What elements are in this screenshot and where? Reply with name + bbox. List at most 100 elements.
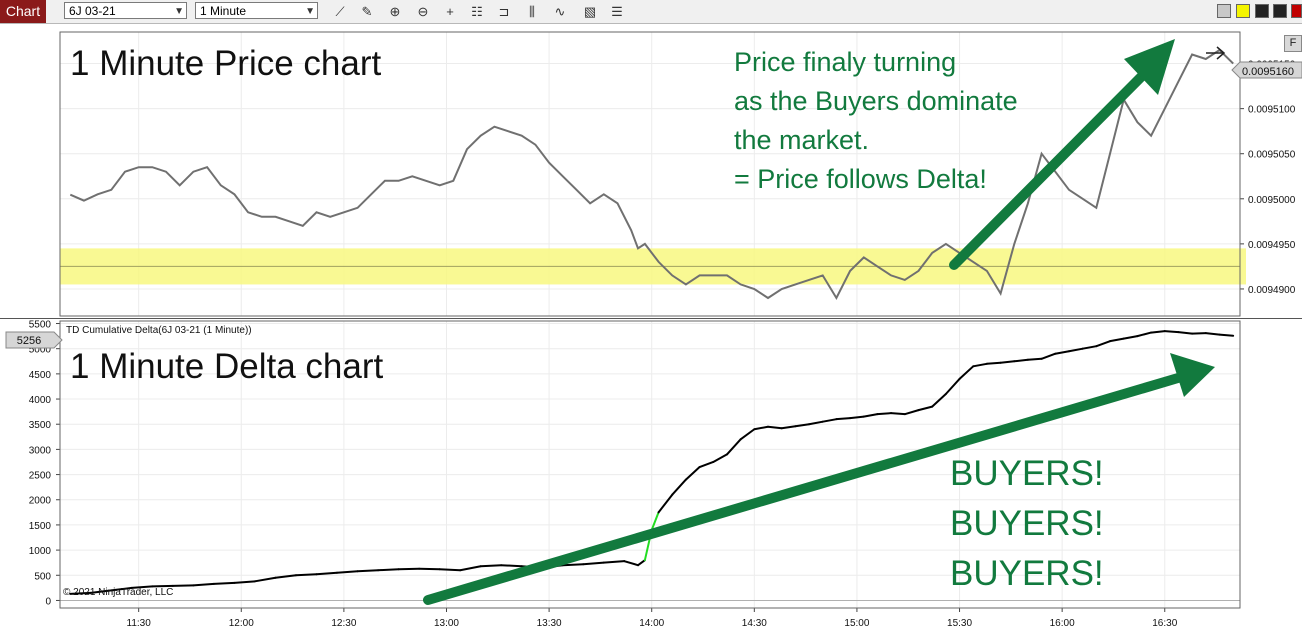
data-box-icon[interactable]: ⊐: [498, 4, 510, 19]
buyers-annotation: BUYERS! BUYERS! BUYERS!: [950, 454, 1104, 593]
time-tick-label: 15:00: [844, 618, 869, 629]
delta-segment: [753, 425, 769, 431]
price-annotation-line: Price finaly turning: [734, 47, 956, 77]
delta-segment: [397, 567, 421, 571]
strategies-icon[interactable]: ▧: [583, 4, 597, 19]
price-arrow: [949, 39, 1175, 270]
delta-segment: [192, 582, 215, 587]
delta-segment: [780, 425, 797, 430]
last-price-marker: 0.0095160: [1231, 61, 1302, 79]
close-icon[interactable]: [1291, 4, 1302, 18]
time-tick-label: 16:00: [1050, 618, 1075, 629]
chevron-down-icon: ▼: [305, 6, 315, 17]
delta-tick-label: 1000: [29, 546, 52, 557]
delta-segment: [917, 405, 934, 412]
delta-segment: [808, 420, 824, 426]
line-tool-icon[interactable]: ⟋: [335, 4, 345, 19]
delta-segment: [657, 493, 674, 514]
time-tick-label: 12:30: [331, 618, 356, 629]
yellow-color-icon[interactable]: [1236, 4, 1250, 18]
delta-segment: [418, 567, 441, 571]
delta-chart-heading: 1 Minute Delta chart: [70, 347, 383, 386]
delta-segment: [1177, 331, 1194, 335]
delta-segment: [356, 569, 380, 573]
delta-segment: [459, 565, 482, 572]
delta-segment: [1163, 330, 1180, 334]
time-axis: 11:30 12:00 12:30 13:00 13:30 14:00 14:30 15:00…: [127, 608, 1178, 629]
time-tick-label: 14:30: [742, 618, 767, 629]
toolbar: Chart 6J 03-21 ▼ 1 Minute ▼ ⟋ ✎ ⊕ ⊖ + ☷ ⊐ …: [0, 0, 1302, 24]
delta-segment: [725, 438, 742, 456]
chevron-down-icon: ▼: [174, 6, 184, 17]
delta-segment: [1191, 332, 1207, 335]
delta-segment: [637, 559, 646, 567]
interval-select[interactable]: 1 Minute ▼: [195, 2, 318, 19]
delta-tick-label: 2000: [29, 496, 52, 507]
delta-tick-label: 5000: [29, 345, 52, 356]
delta-segment: [336, 570, 359, 574]
delta-segment: [739, 428, 756, 441]
delta-segment: [274, 574, 297, 579]
delta-segment: [972, 362, 988, 368]
delta-tick-label: 3500: [29, 420, 52, 431]
price-panel-frame: [59, 31, 1241, 317]
delta-segment: [561, 563, 585, 567]
price-tick-label: 0.0095050: [1248, 150, 1296, 161]
instrument-select[interactable]: 6J 03-21 ▼: [64, 2, 187, 19]
delta-segment: [1067, 347, 1084, 353]
delta-segment: [684, 466, 701, 481]
delta-segment: [1026, 357, 1043, 361]
delta-segment: [130, 585, 154, 589]
properties-icon[interactable]: ☷: [471, 4, 483, 19]
copyright: © 2021 NinjaTrader, LLC: [63, 587, 173, 598]
buyers-annotation-line: BUYERS!: [950, 504, 1104, 543]
gray-color-icon[interactable]: [1217, 4, 1231, 18]
delta-segment: [1218, 333, 1235, 337]
scroll-arrow-icon[interactable]: [1206, 46, 1226, 60]
crosshair-icon[interactable]: +: [446, 4, 454, 19]
price-annotation-line: the market.: [734, 125, 869, 155]
delta-segment: [479, 564, 503, 568]
zoom-in-icon[interactable]: ⊕: [389, 4, 401, 19]
delta-segment: [377, 568, 400, 572]
indicators-icon[interactable]: ∿: [554, 4, 566, 19]
delta-segment: [151, 584, 174, 588]
price-tick-label: 0.0094950: [1248, 240, 1296, 251]
time-tick-label: 14:00: [639, 618, 664, 629]
zoom-out-icon[interactable]: ⊖: [417, 4, 429, 19]
bar-type-icon[interactable]: ⫼: [529, 4, 535, 19]
delta-segment: [69, 591, 92, 595]
price-chart-heading: 1 Minute Price chart: [70, 44, 382, 83]
list-icon[interactable]: ☰: [611, 4, 623, 19]
delta-tick-label: 2500: [29, 471, 52, 482]
price-annotation-line: = Price follows Delta!: [734, 164, 987, 194]
time-tick-label: 15:30: [947, 618, 972, 629]
last-delta-marker: 5256: [5, 331, 63, 349]
price-annotation-line: as the Buyers dominate: [734, 86, 1018, 116]
delta-segment: [1081, 345, 1098, 350]
delta-segment: [1095, 340, 1112, 348]
minimize-icon[interactable]: [1255, 4, 1269, 18]
delta-segment: [944, 377, 961, 396]
delta-segment: [110, 586, 133, 592]
delta-tick-label: 4500: [29, 370, 52, 381]
price-series-line: [69, 48, 1234, 301]
delta-segment: [602, 560, 626, 564]
maximize-icon[interactable]: [1273, 4, 1287, 18]
chart-canvas: 0.00951500.00951000.00950500.00950000.00…: [0, 31, 1302, 629]
indicator-label: TD Cumulative Delta(6J 03-21 (1 Minute)): [66, 325, 252, 336]
delta-axis: 5500500045004000350030002500200015001000…: [29, 320, 60, 607]
price-axis: 0.00951500.00951000.00950500.00950000.00…: [1240, 60, 1296, 296]
delta-arrow: [423, 353, 1215, 605]
delta-segment: [253, 576, 277, 583]
delta-segment: [890, 412, 906, 416]
buyers-annotation-line: BUYERS!: [950, 454, 1104, 493]
delta-segment: [1040, 352, 1057, 360]
f-button[interactable]: F: [1284, 35, 1302, 52]
delta-segment: [903, 409, 920, 416]
chart-tab[interactable]: Chart: [0, 0, 46, 23]
delta-segment: [862, 413, 879, 418]
delta-segment: [999, 360, 1016, 364]
pencil-icon[interactable]: ✎: [361, 4, 373, 19]
delta-segment: [89, 589, 113, 594]
